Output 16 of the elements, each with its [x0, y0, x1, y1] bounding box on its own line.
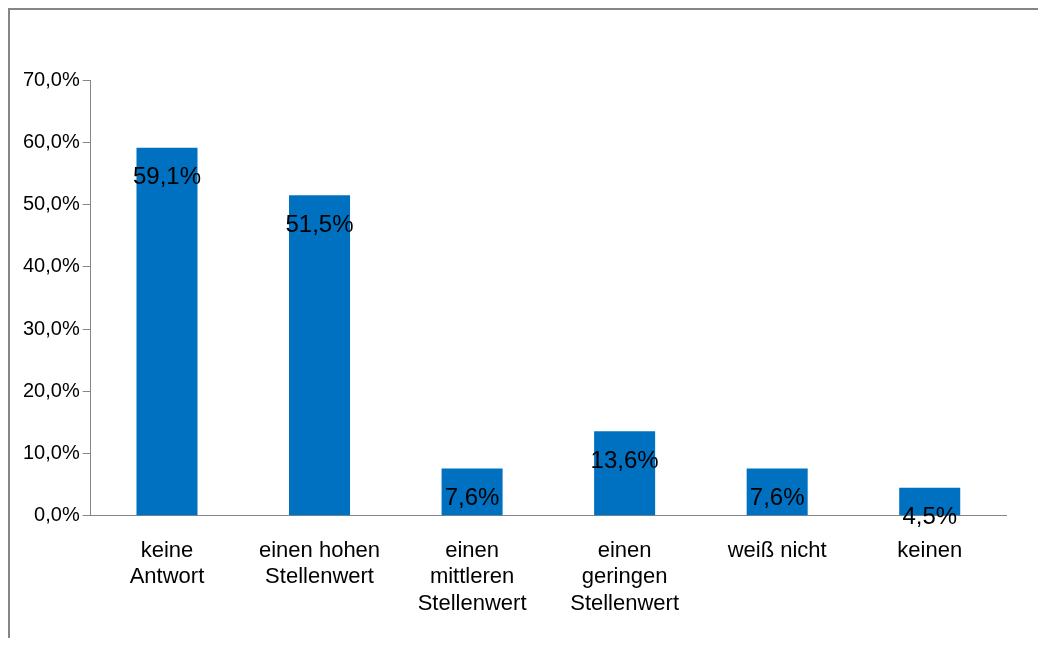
- x-tick-label: keine Antwort: [129, 537, 205, 589]
- x-tick-label: einen mittleren Stellenwert: [417, 537, 527, 615]
- x-tick-label: einen hohen Stellenwert: [258, 537, 381, 589]
- y-tick-label: 50,0%: [22, 192, 80, 215]
- data-label: 7,6%: [444, 483, 500, 511]
- x-tick-label: keinen: [897, 537, 963, 563]
- y-tick-label: 0,0%: [34, 503, 80, 526]
- y-tick-label: 10,0%: [22, 441, 80, 464]
- data-label: 7,6%: [749, 483, 805, 511]
- x-tick-label: einen geringen Stellenwert: [570, 537, 680, 615]
- y-tick-label: 40,0%: [22, 254, 80, 277]
- y-tick-label: 70,0%: [22, 67, 80, 90]
- y-tick-label: 30,0%: [22, 316, 80, 339]
- x-tick-label: weiß nicht: [726, 537, 827, 563]
- y-tick-label: 60,0%: [22, 129, 80, 152]
- y-tick-label: 20,0%: [22, 378, 80, 401]
